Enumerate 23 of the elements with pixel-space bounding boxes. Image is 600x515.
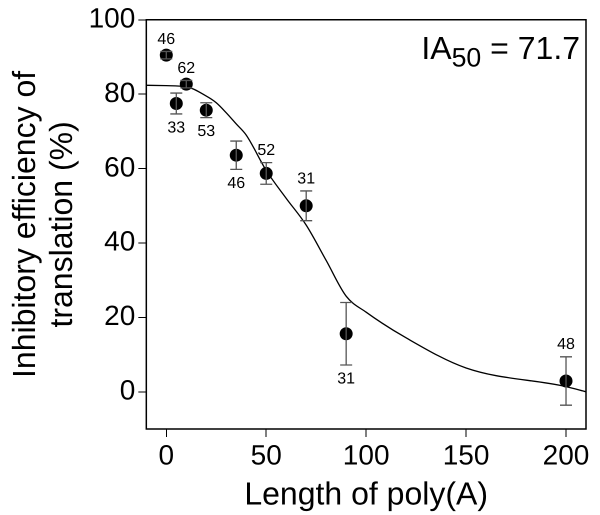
y-tick-label: 0: [120, 374, 136, 406]
annotation: 31: [337, 370, 356, 388]
y-tick-label: 100: [88, 2, 136, 34]
x-axis-title: Length of poly(A): [244, 476, 488, 512]
annotation: 31: [297, 170, 316, 188]
annotation: IA$_{50}$ = 71.7: [421, 30, 580, 74]
annotation: 33: [167, 119, 186, 136]
annotation: 46: [227, 174, 246, 192]
y-tick-label: 20: [104, 300, 136, 332]
y-axis-title: Inhibitory efficiency of translation (%): [6, 70, 80, 378]
x-tick-label: 0: [158, 440, 174, 471]
annotation: 46: [157, 30, 176, 48]
x-tick-label: 150: [442, 440, 490, 471]
y-tick-label: 60: [104, 151, 136, 182]
y-tick-label: 80: [104, 76, 136, 108]
x-tick-label: 50: [250, 440, 282, 471]
annotation: 48: [557, 336, 576, 354]
annotation: 52: [257, 142, 276, 160]
x-tick-label: 100: [342, 440, 390, 471]
y-tick-label: 40: [104, 226, 136, 257]
annotation: 62: [177, 60, 196, 77]
x-tick-label: 200: [542, 440, 590, 471]
annotation: 53: [197, 123, 216, 140]
